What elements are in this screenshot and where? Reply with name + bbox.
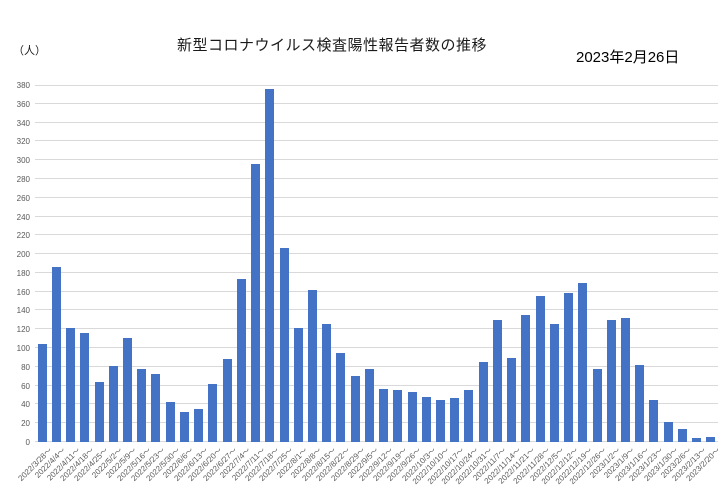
gridline bbox=[35, 385, 718, 386]
gridline bbox=[35, 366, 718, 367]
bar-2022/5/9～ bbox=[122, 337, 132, 442]
gridline bbox=[35, 347, 718, 348]
y-tick-label: 40 bbox=[21, 400, 30, 410]
gridline bbox=[35, 234, 718, 235]
y-tick-label: 380 bbox=[16, 81, 30, 90]
gridline bbox=[35, 309, 718, 310]
bar-2022/8/1～ bbox=[293, 328, 303, 442]
bar-2022/7/18～ bbox=[265, 88, 275, 442]
bar-2023/2/6～ bbox=[677, 428, 687, 442]
y-tick-label: 20 bbox=[21, 419, 30, 429]
y-tick-label: 280 bbox=[16, 174, 30, 184]
bar-2022/6/27～ bbox=[222, 359, 232, 442]
bar-2023/1/16～ bbox=[635, 364, 645, 442]
x-axis-tick-labels: 2022/3/28～ 2022/4/4～ 2022/4/11～ 2022/4/18～ 2… bbox=[16, 443, 722, 498]
y-tick-label: 240 bbox=[16, 212, 30, 222]
bar-2022/7/25～ bbox=[279, 248, 289, 442]
bar-2022/5/2～ bbox=[108, 365, 118, 442]
y-tick-label: 320 bbox=[16, 137, 30, 147]
y-tick-label: 300 bbox=[16, 156, 30, 166]
gridline bbox=[35, 291, 718, 292]
gridline bbox=[35, 403, 718, 404]
y-tick-label: 100 bbox=[16, 344, 30, 354]
bar-2022/4/11～ bbox=[66, 328, 76, 442]
gridline bbox=[35, 197, 718, 198]
gridline bbox=[35, 85, 718, 86]
bar-2022/8/15～ bbox=[322, 323, 332, 442]
plot-area bbox=[35, 85, 718, 442]
bar-2022/9/5～ bbox=[364, 368, 374, 442]
gridline bbox=[35, 122, 718, 123]
bar-2022/12/12～ bbox=[564, 292, 574, 442]
bar-2022/11/14～ bbox=[507, 358, 517, 442]
y-tick-label: 360 bbox=[16, 99, 30, 109]
gridline bbox=[35, 216, 718, 217]
gridline bbox=[35, 178, 718, 179]
bar-2022/10/17～ bbox=[450, 397, 460, 442]
gridline bbox=[35, 328, 718, 329]
y-tick-label: 260 bbox=[16, 193, 30, 203]
y-tick-label: 200 bbox=[16, 250, 30, 260]
bar-2022/5/23～ bbox=[151, 374, 161, 442]
gridline bbox=[35, 422, 718, 423]
bar-2023/1/9～ bbox=[621, 318, 630, 442]
y-tick-label: 80 bbox=[21, 362, 30, 372]
bar-2022/12/19～ bbox=[578, 283, 588, 442]
bar-2022/11/21～ bbox=[521, 315, 531, 442]
bar-2022/12/26～ bbox=[592, 368, 602, 442]
bar-2022/7/11～ bbox=[251, 163, 261, 442]
gridline bbox=[35, 140, 718, 141]
bar-2022/6/6～ bbox=[179, 411, 189, 442]
y-tick-label: 0 bbox=[25, 438, 30, 447]
bar-2022/4/4～ bbox=[51, 267, 61, 442]
gridline bbox=[35, 272, 718, 273]
y-tick-label: 140 bbox=[16, 306, 30, 316]
bar-2023/1/30～ bbox=[663, 422, 673, 442]
bar-2023/2/20～ bbox=[706, 437, 716, 442]
bar-2022/6/13～ bbox=[194, 409, 204, 442]
y-tick-label: 220 bbox=[16, 231, 30, 241]
bar-2022/8/22～ bbox=[336, 352, 346, 442]
bar-2022/8/29～ bbox=[350, 376, 360, 442]
gridline bbox=[35, 441, 718, 442]
gridline bbox=[35, 103, 718, 104]
gridline bbox=[35, 159, 718, 160]
bar-2022/12/5～ bbox=[549, 323, 559, 442]
bar-2022/8/8～ bbox=[307, 289, 317, 442]
bar-2022/6/20～ bbox=[208, 383, 218, 442]
bar-2022/9/26～ bbox=[407, 392, 417, 442]
y-axis-unit-label: （人） bbox=[13, 45, 46, 57]
y-axis-tick-labels: 0 20 40 60 80 100 120 140 160 180 200 220 240 260 280 3… bbox=[0, 81, 30, 447]
bar-2023/1/2～ bbox=[606, 319, 616, 442]
bar-2022/11/28～ bbox=[535, 296, 545, 442]
bar-2022/9/19～ bbox=[393, 390, 403, 442]
bar-2023/2/13～ bbox=[692, 438, 702, 442]
y-tick-label: 180 bbox=[16, 268, 30, 278]
bar-2022/9/12～ bbox=[379, 389, 389, 442]
chart-title: 新型コロナウイルス検査陽性報告者数の推移 bbox=[176, 37, 487, 54]
bar-2022/4/18～ bbox=[80, 333, 90, 442]
bar-2022/7/4～ bbox=[236, 279, 246, 442]
bar-2022/5/30～ bbox=[165, 401, 175, 442]
report-date: 2023年2月26日 bbox=[576, 49, 680, 66]
y-tick-label: 160 bbox=[16, 287, 30, 297]
y-tick-label: 120 bbox=[16, 325, 30, 335]
bar-2022/5/16～ bbox=[137, 368, 147, 442]
y-tick-label: 340 bbox=[16, 118, 30, 128]
y-tick-label: 60 bbox=[21, 381, 30, 391]
bar-2022/10/31～ bbox=[478, 362, 488, 442]
bar-2022/4/25～ bbox=[94, 381, 104, 442]
bar-2023/1/23～ bbox=[649, 399, 659, 442]
gridline bbox=[35, 253, 718, 254]
bar-2022/3/28～ bbox=[37, 344, 47, 442]
bar-2022/11/7～ bbox=[492, 319, 502, 442]
bar-2022/10/24～ bbox=[464, 390, 474, 442]
bar-2022/10/10～ bbox=[436, 399, 446, 442]
bar-2022/10/3～ bbox=[421, 396, 431, 442]
